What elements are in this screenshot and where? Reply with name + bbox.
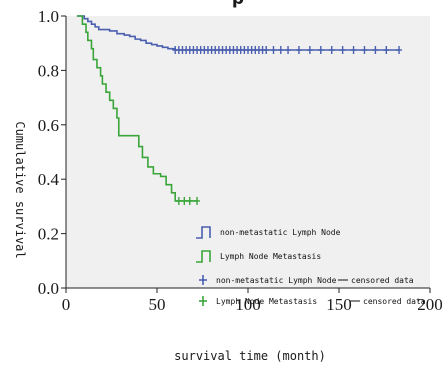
legend-censor-label: non-metastatic Lymph Node	[216, 276, 337, 285]
y-tick-label: 1.0	[38, 7, 59, 26]
y-tick-label: 0.2	[38, 225, 59, 244]
y-axis-title: Cumulative survival	[13, 121, 27, 258]
legend-line-swatch	[196, 250, 211, 263]
x-axis-title: survival time (month)	[174, 349, 326, 363]
x-tick-label: 0	[62, 295, 71, 314]
axes: 0.0 0.2 0.4 0.6 0.8 1.0 0 50 100 150 200	[38, 7, 442, 314]
legend-line-label: Lymph Node Metastasis	[220, 252, 321, 261]
legend: non-metastatic Lymph Node Lymph Node Meta…	[196, 226, 426, 306]
clipped-heading-fragment: p	[232, 0, 244, 9]
legend-line-swatch	[196, 226, 211, 239]
x-tick-label: 50	[149, 295, 166, 314]
y-tick-label: 0.0	[38, 279, 59, 298]
plot-area	[66, 16, 430, 288]
series-layer	[76, 15, 403, 205]
legend-censor-label: Lymph Node Metastasis	[216, 297, 317, 306]
survival-curve-metastasis	[76, 15, 198, 202]
legend-censor-suffix: censored data	[351, 276, 414, 285]
y-tick-label: 0.4	[38, 170, 60, 189]
legend-line-label: non-metastatic Lymph Node	[220, 228, 341, 237]
y-tick-label: 0.6	[38, 116, 59, 135]
x-tick-label: 100	[235, 295, 261, 314]
survival-curve-non-metastatic	[76, 15, 400, 51]
x-tick-label: 150	[326, 295, 352, 314]
y-tick-label: 0.8	[38, 61, 59, 80]
legend-censor-suffix: censored data	[363, 297, 426, 306]
x-tick-label: 200	[417, 295, 442, 314]
